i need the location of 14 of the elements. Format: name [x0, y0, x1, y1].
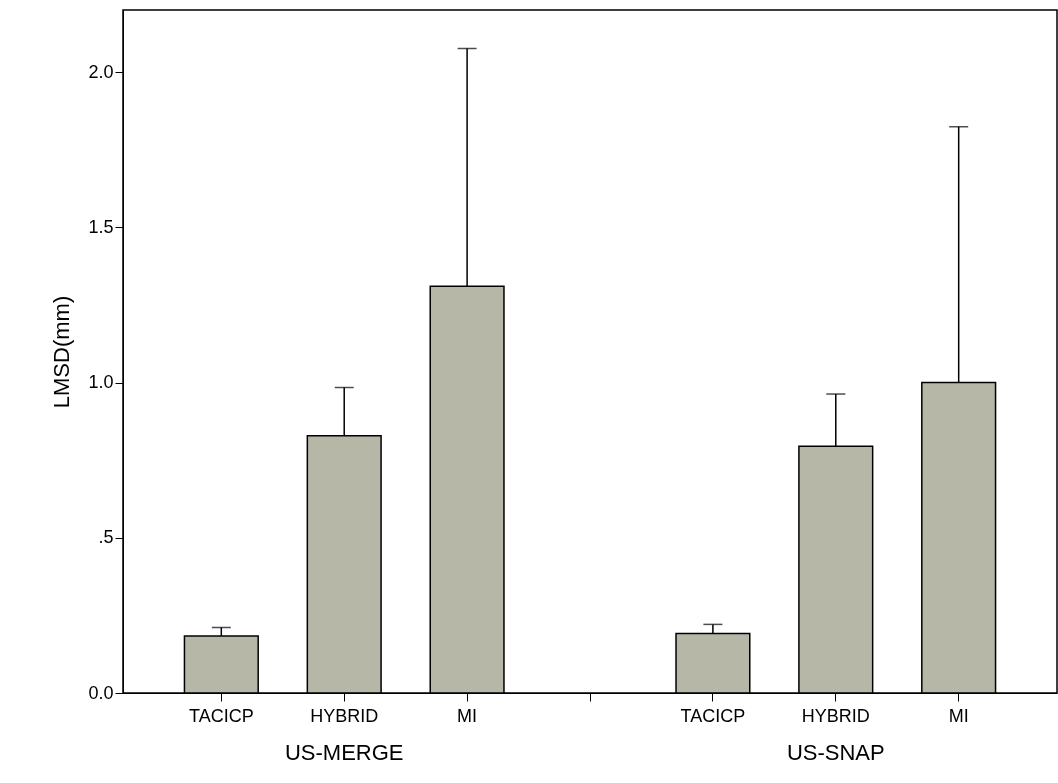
y-tick-label: 1.5 — [88, 216, 114, 237]
y-tick-label: .5 — [98, 527, 114, 548]
y-tick-label: 1.0 — [88, 372, 114, 393]
x-tick-label: MI — [948, 705, 969, 726]
y-tick-label: 2.0 — [88, 61, 114, 82]
text: US-SNAP — [786, 740, 885, 765]
x-tick-label: HYBRID — [310, 705, 379, 726]
y-tick-label: 0.0 — [88, 682, 114, 703]
x-tick-label: TACICP — [188, 705, 254, 726]
x-tick-label: TACICP — [680, 705, 746, 726]
text: US-MERGE — [284, 740, 404, 765]
x-tick-label: MI — [457, 705, 478, 726]
y-axis-title: LMSD(mm) — [49, 295, 75, 409]
x-tick-label: HYBRID — [801, 705, 870, 726]
